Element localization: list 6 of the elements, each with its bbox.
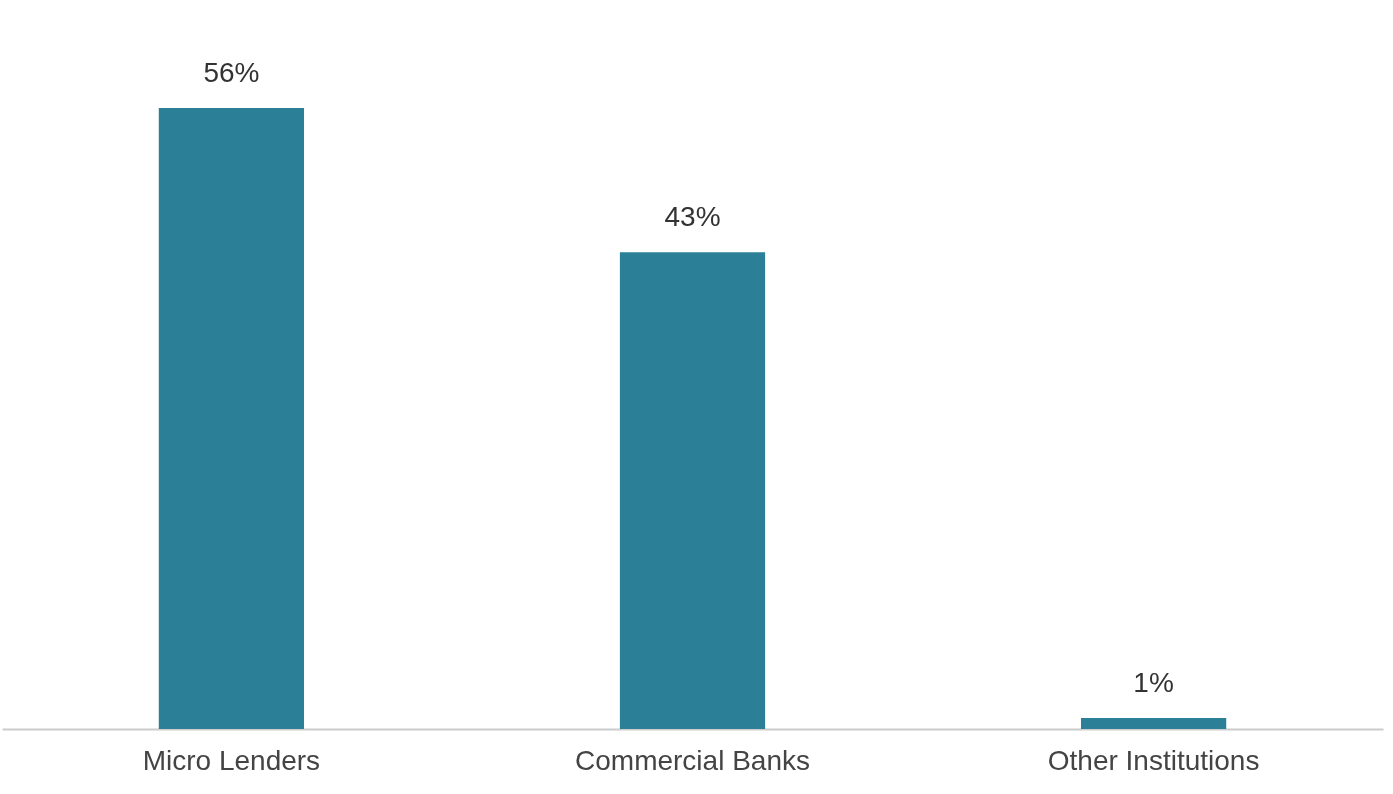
x-tick-label: Commercial Banks	[575, 744, 810, 776]
data-label: 43%	[664, 201, 721, 233]
data-label: 1%	[1133, 666, 1174, 698]
x-tick-label: Micro Lenders	[142, 744, 321, 776]
x-tick-label: Other Institutions	[1047, 744, 1260, 776]
data-label: 56%	[203, 57, 260, 88]
